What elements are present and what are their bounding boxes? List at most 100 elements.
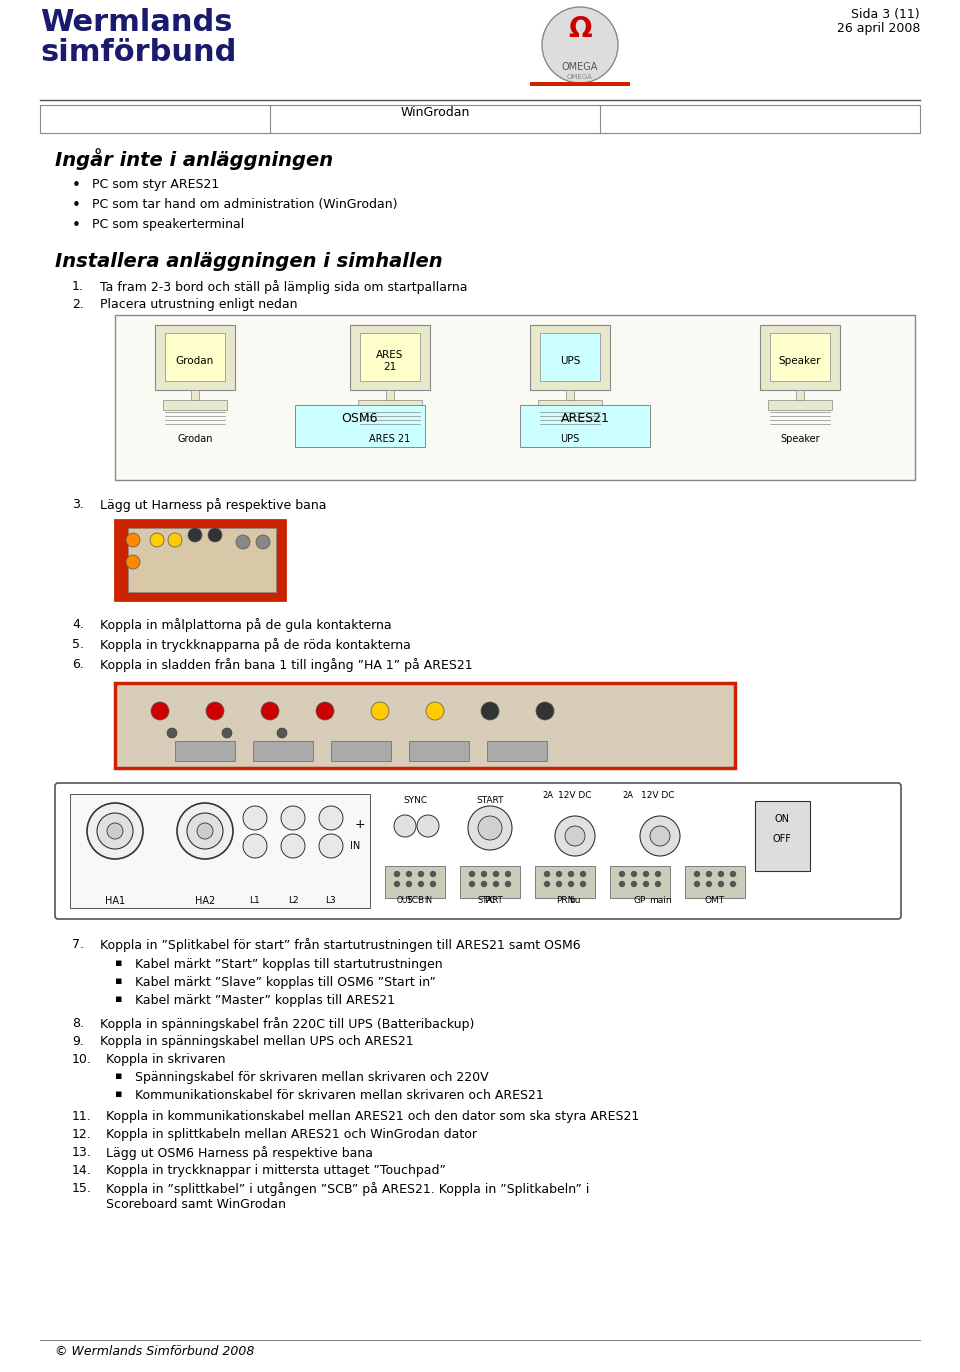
Circle shape: [506, 881, 511, 886]
Text: 15.: 15.: [72, 1183, 92, 1195]
Circle shape: [581, 881, 586, 886]
Circle shape: [542, 7, 618, 82]
Text: 5.: 5.: [72, 638, 84, 650]
Text: START: START: [476, 796, 504, 805]
Text: Placera utrustning enligt nedan: Placera utrustning enligt nedan: [100, 298, 298, 311]
Text: 2A: 2A: [622, 792, 634, 800]
Text: Spänningskabel för skrivaren mellan skrivaren och 220V: Spänningskabel för skrivaren mellan skri…: [135, 1072, 489, 1084]
Text: 11.: 11.: [72, 1110, 92, 1124]
Circle shape: [97, 814, 133, 849]
FancyBboxPatch shape: [128, 528, 276, 591]
Text: 2A: 2A: [542, 792, 554, 800]
Circle shape: [731, 871, 735, 877]
Circle shape: [197, 823, 213, 840]
Text: OUT: OUT: [397, 896, 413, 906]
Text: 1.: 1.: [72, 280, 84, 294]
Text: simförbund: simförbund: [40, 38, 236, 67]
FancyBboxPatch shape: [610, 866, 670, 899]
Text: UPS: UPS: [561, 434, 580, 445]
Text: Wermlands: Wermlands: [40, 8, 232, 37]
Circle shape: [568, 871, 573, 877]
FancyBboxPatch shape: [760, 325, 840, 390]
Circle shape: [478, 816, 502, 840]
Text: © Wermlands Simförbund 2008: © Wermlands Simförbund 2008: [55, 1345, 254, 1358]
Text: •: •: [72, 178, 81, 193]
Circle shape: [151, 702, 169, 720]
Circle shape: [619, 871, 625, 877]
Text: OSM6: OSM6: [342, 413, 378, 425]
FancyBboxPatch shape: [520, 405, 650, 447]
Circle shape: [643, 881, 649, 886]
Circle shape: [188, 528, 202, 542]
Circle shape: [643, 871, 649, 877]
Circle shape: [656, 881, 660, 886]
FancyBboxPatch shape: [386, 390, 394, 401]
Text: ▪: ▪: [115, 993, 123, 1004]
Circle shape: [319, 805, 343, 830]
Circle shape: [187, 814, 223, 849]
Text: Koppla in ”splittkabel” i utgången ”SCB” på ARES21. Koppla in ”Splitkabeln” i: Koppla in ”splittkabel” i utgången ”SCB”…: [106, 1183, 589, 1196]
Text: Ω: Ω: [568, 15, 591, 43]
Circle shape: [208, 528, 222, 542]
Text: ▪: ▪: [115, 975, 123, 986]
Circle shape: [256, 535, 270, 549]
Text: +: +: [355, 818, 366, 831]
Text: 13.: 13.: [72, 1146, 92, 1159]
Circle shape: [406, 881, 412, 886]
FancyBboxPatch shape: [295, 405, 425, 447]
Circle shape: [417, 815, 439, 837]
Circle shape: [316, 702, 334, 720]
Circle shape: [694, 871, 700, 877]
Text: Koppla in splittkabeln mellan ARES21 och WinGrodan dator: Koppla in splittkabeln mellan ARES21 och…: [106, 1128, 477, 1142]
Circle shape: [261, 702, 279, 720]
Text: 3.: 3.: [72, 498, 84, 510]
Circle shape: [536, 702, 554, 720]
FancyBboxPatch shape: [530, 325, 610, 390]
Circle shape: [243, 805, 267, 830]
Circle shape: [555, 816, 595, 856]
Text: PRN: PRN: [556, 896, 574, 906]
Text: Koppla in tryckknapparna på de röda kontakterna: Koppla in tryckknapparna på de röda kont…: [100, 638, 411, 652]
Text: •: •: [72, 218, 81, 233]
Circle shape: [707, 881, 711, 886]
FancyBboxPatch shape: [535, 866, 595, 899]
Circle shape: [469, 871, 474, 877]
Text: OMEGA: OMEGA: [562, 62, 598, 71]
Text: OMT: OMT: [705, 896, 725, 906]
FancyBboxPatch shape: [768, 401, 832, 410]
Circle shape: [277, 729, 287, 738]
Circle shape: [222, 729, 232, 738]
Circle shape: [557, 881, 562, 886]
Circle shape: [718, 871, 724, 877]
Text: OMEGA: OMEGA: [567, 74, 593, 80]
Text: ARES21: ARES21: [561, 413, 610, 425]
Circle shape: [632, 871, 636, 877]
Circle shape: [371, 702, 389, 720]
Text: Kommunikationskabel för skrivaren mellan skrivaren och ARES21: Kommunikationskabel för skrivaren mellan…: [135, 1089, 543, 1102]
FancyBboxPatch shape: [796, 390, 804, 401]
Circle shape: [694, 881, 700, 886]
Text: Koppla in kommunikationskabel mellan ARES21 och den dator som ska styra ARES21: Koppla in kommunikationskabel mellan ARE…: [106, 1110, 639, 1124]
Text: IN: IN: [350, 841, 360, 851]
Circle shape: [319, 834, 343, 858]
Text: SCB: SCB: [406, 896, 424, 906]
Text: Scoreboard samt WinGrodan: Scoreboard samt WinGrodan: [106, 1198, 286, 1211]
Circle shape: [493, 871, 498, 877]
Text: OFF: OFF: [773, 834, 791, 844]
Circle shape: [419, 871, 423, 877]
Text: PC: PC: [484, 896, 495, 906]
FancyBboxPatch shape: [487, 741, 547, 761]
Text: UPS: UPS: [560, 355, 580, 366]
Text: ARES
21: ARES 21: [376, 350, 404, 372]
Circle shape: [87, 803, 143, 859]
Circle shape: [236, 535, 250, 549]
Circle shape: [544, 871, 549, 877]
FancyBboxPatch shape: [115, 316, 915, 480]
Circle shape: [395, 881, 399, 886]
Text: Grodan: Grodan: [176, 355, 214, 366]
Circle shape: [619, 881, 625, 886]
Text: Lägg ut Harness på respektive bana: Lägg ut Harness på respektive bana: [100, 498, 326, 512]
Text: 26 april 2008: 26 april 2008: [836, 22, 920, 36]
Text: 14.: 14.: [72, 1163, 92, 1177]
Circle shape: [419, 881, 423, 886]
